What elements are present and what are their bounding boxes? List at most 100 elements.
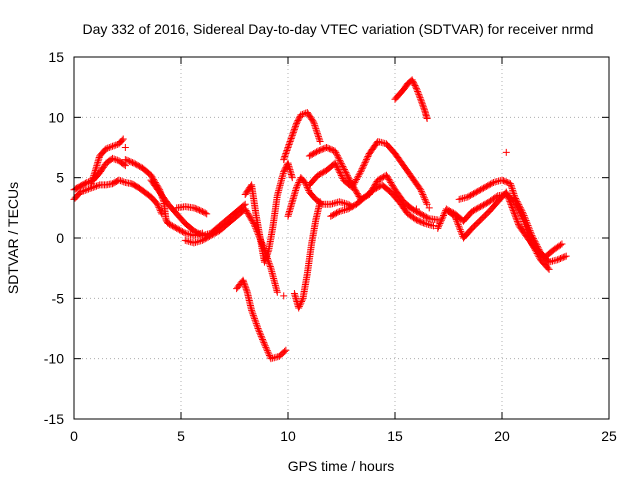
data-point [264,348,272,356]
data-point [344,205,352,213]
data-point [411,215,419,223]
chart-title: Day 332 of 2016, Sidereal Day-to-day VTE… [83,21,594,37]
data-point [105,144,113,151]
data-point [133,161,141,169]
data-point [355,171,363,179]
data-point [283,145,291,153]
data-point [520,212,528,220]
data-point [317,170,325,178]
data-point [555,255,563,263]
y-tick-label: 15 [48,49,64,65]
data-point [342,169,350,177]
data-point [378,174,386,182]
data-point [499,177,507,185]
data-point [207,232,215,240]
data-point [91,183,99,191]
data-point [201,209,209,217]
data-point [344,173,352,181]
data-point [347,203,355,211]
data-point [363,154,371,162]
data-point [341,167,349,175]
data-point [362,157,370,165]
data-point [266,263,274,271]
data-point [332,161,340,169]
data-point [437,218,445,226]
data-point [194,206,202,214]
data-point [242,284,250,292]
data-point [516,202,524,210]
data-point [561,253,569,261]
data-point [472,205,480,213]
data-point [118,177,126,185]
data-point [424,214,432,222]
data-point [248,308,256,316]
data-point [454,221,462,229]
data-point [167,221,175,229]
data-point [311,123,319,131]
data-point [469,207,477,215]
data-point [191,204,199,212]
data-point [419,101,427,109]
data-point [556,255,564,263]
data-point [526,227,534,235]
data-point [511,211,519,219]
data-point [282,148,290,156]
data-point [173,224,181,232]
data-point [343,170,351,178]
data-point [507,200,515,208]
data-point [109,154,117,162]
data-point [243,287,251,295]
data-point [358,165,366,173]
data-point [337,170,345,178]
data-point [487,180,495,188]
data-point [310,118,318,126]
data-point [316,136,324,144]
data-point [303,182,311,190]
data-point [333,152,341,160]
data-point [253,321,261,329]
data-point [437,216,445,224]
data-point [280,156,288,164]
data-point [336,156,344,164]
data-point [335,155,343,163]
data-point [415,217,423,225]
data-point [508,185,516,193]
data-point [157,208,165,216]
data-point [455,222,463,230]
data-point [318,169,326,177]
data-point [112,156,120,164]
data-point [80,187,88,195]
data-point [178,228,186,236]
data-point [348,181,356,189]
data-point [353,190,361,198]
data-point [281,347,289,355]
data-point [81,186,89,194]
data-point [333,209,341,217]
data-point [90,170,98,178]
data-point [213,228,221,236]
data-point [375,175,383,183]
data-point [249,310,257,318]
data-point [349,182,357,190]
data-point [325,145,333,153]
data-point [311,121,319,129]
data-point [456,224,464,232]
data-point [264,248,272,256]
data-point [196,206,204,214]
data-point [468,207,476,215]
data-point [266,261,274,269]
data-point [102,145,110,153]
data-point [307,151,315,159]
data-point [354,172,362,180]
data-point [351,185,359,193]
data-point [350,202,358,210]
data-point [420,104,428,112]
data-point [295,178,303,186]
data-point [357,168,365,176]
data-point [295,304,303,312]
data-point [330,211,338,219]
data-point [513,217,521,225]
data-point [371,185,379,193]
data-point [174,225,182,233]
data-point [251,316,259,324]
